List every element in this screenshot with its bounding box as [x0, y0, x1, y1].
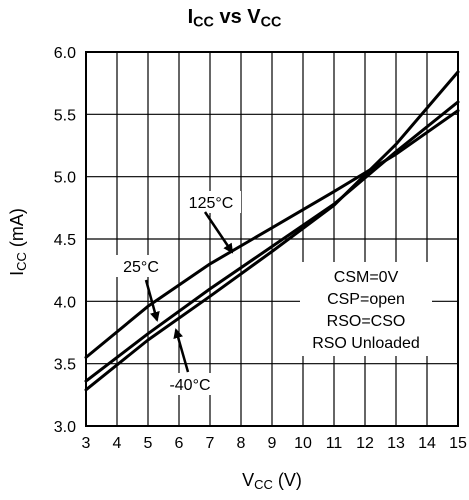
y-tick-label-0: 3.0: [54, 419, 76, 436]
series-line-2: [84, 70, 460, 392]
series-label-2: -40°C: [169, 377, 210, 394]
series-label-bg-0: [181, 191, 241, 213]
y-axis-label-i: I: [6, 270, 27, 276]
series-line-1: [84, 100, 460, 383]
x-axis-label-unit: (V): [272, 470, 302, 490]
x-tick-label-2: 5: [144, 435, 153, 452]
title-i: I: [187, 6, 194, 28]
x-tick-label-0: 3: [82, 435, 91, 452]
x-axis-label-v: V: [242, 470, 255, 490]
x-axis-label: VCC (V): [86, 470, 458, 492]
x-tick-label-1: 4: [113, 435, 122, 452]
x-tick-label-12: 15: [449, 435, 467, 452]
series-pointer-0: [203, 211, 234, 254]
y-tick-label-3: 4.5: [54, 232, 76, 249]
x-tick-label-7: 10: [294, 435, 312, 452]
y-axis-label-unit: (mA): [6, 208, 27, 253]
x-tick-label-9: 12: [356, 435, 374, 452]
condition-text-2: RSO=CSO: [327, 313, 406, 330]
y-tick-label-1: 3.5: [54, 357, 76, 374]
plot-frame: [85, 51, 459, 427]
x-tick-label-3: 6: [175, 435, 184, 452]
series-line-0: [84, 109, 460, 359]
x-tick-label-6: 9: [268, 435, 277, 452]
x-tick-label-10: 13: [387, 435, 405, 452]
series-pointer-1: [144, 279, 160, 322]
y-tick-label-5: 5.5: [54, 107, 76, 124]
title-sub-cc-1: CC: [193, 14, 214, 31]
series-label-1: 25°C: [123, 259, 159, 276]
series-pointer-2: [173, 328, 190, 373]
title-vs-v: vs V: [213, 6, 261, 28]
condition-text-3: RSO Unloaded: [312, 335, 420, 352]
condition-text-1: CSP=open: [327, 291, 405, 308]
x-tick-label-11: 14: [418, 435, 436, 452]
y-axis-label-sub: CC: [14, 252, 30, 271]
series-label-bg-1: [111, 255, 171, 277]
chart-title: ICC vs VCC: [0, 6, 469, 31]
title-sub-cc-2: CC: [260, 14, 282, 31]
x-tick-label-8: 11: [326, 435, 343, 452]
x-tick-label-5: 8: [237, 435, 246, 452]
series-label-bg-2: [160, 373, 220, 395]
x-axis-label-sub: CC: [254, 477, 273, 493]
conditions-box: [300, 262, 432, 356]
y-tick-label-4: 5.0: [54, 170, 76, 187]
condition-text-0: CSM=0V: [334, 269, 399, 286]
x-tick-label-4: 7: [206, 435, 215, 452]
series-label-0: 125°C: [189, 195, 234, 212]
y-tick-label-2: 4.0: [54, 294, 76, 311]
y-tick-label-6: 6.0: [54, 45, 76, 62]
